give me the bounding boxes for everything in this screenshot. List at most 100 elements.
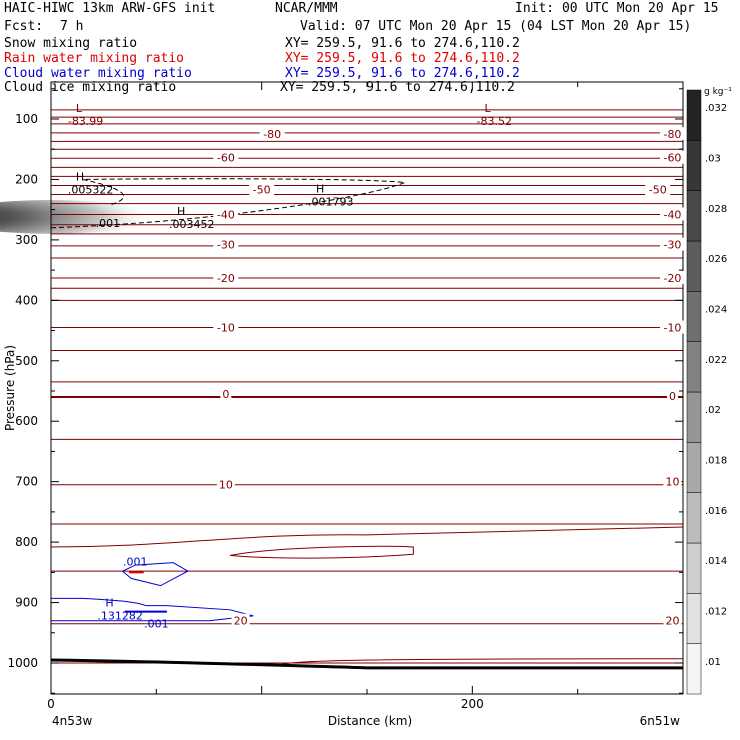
colorbar-segment xyxy=(686,542,702,594)
temperature-contour-label: -10 xyxy=(217,322,235,335)
temperature-contour-label: -50 xyxy=(253,184,271,197)
snow-contour xyxy=(50,178,406,229)
y-tick-label: 900 xyxy=(15,596,38,610)
colorbar-segment xyxy=(686,391,702,443)
contour-label-bg xyxy=(659,320,685,334)
y-tick-label: 1000 xyxy=(7,656,38,670)
y-tick-label: 100 xyxy=(15,112,38,126)
contour-label-bg xyxy=(213,320,239,334)
temperature-contour-label: 20 xyxy=(665,615,679,628)
contour-label-bg xyxy=(259,127,285,141)
colorbar-tick-label: .01 xyxy=(705,657,721,668)
extremum-value-label: -83.52 xyxy=(477,115,512,128)
temperature-contour-label: 10 xyxy=(219,479,233,492)
header-valid: Valid: 07 UTC Mon 20 Apr 15 (04 LST Mon … xyxy=(300,19,692,34)
rain-field-xy: XY= 259.5, 91.6 to 274.6,110.2 xyxy=(285,51,520,66)
contour-label-bg xyxy=(220,387,232,401)
contour-label-bg xyxy=(213,237,239,251)
temperature-contour xyxy=(276,658,684,667)
contour-label-bg xyxy=(659,150,685,164)
colorbar-segment xyxy=(686,89,702,141)
contour-label-bg xyxy=(659,207,685,221)
header-fcst-label: Fcst: xyxy=(4,19,44,34)
snow-shading xyxy=(0,200,157,234)
colorbar-segment xyxy=(686,593,702,644)
temperature-contour-label: -80 xyxy=(263,128,281,141)
snow-field-name: Snow mixing ratio xyxy=(4,36,138,51)
temperature-contour-label: -80 xyxy=(663,128,681,141)
colorbar-segment xyxy=(686,240,702,292)
temperature-contour xyxy=(50,526,684,548)
cloud-water-contour-label: .001 xyxy=(144,618,169,631)
temperature-contour-label: -10 xyxy=(663,322,681,335)
cloud-water-field-name: Cloud water mixing ratio xyxy=(4,66,192,81)
y-tick-label: 300 xyxy=(15,233,38,247)
colorbar-segment xyxy=(686,643,702,695)
x-tick-label: 200 xyxy=(461,697,484,711)
colorbar-tick-label: .018 xyxy=(705,456,727,467)
cloud-ice-field-name: Cloud ice mixing ratio xyxy=(4,80,177,95)
y-tick-label: 400 xyxy=(15,293,38,307)
terrain-boundary xyxy=(50,658,683,670)
colorbar-tick-label: .012 xyxy=(705,607,727,618)
contour-label-bg xyxy=(645,182,671,196)
header-center-title: NCAR/MMM xyxy=(275,1,338,16)
colorbar-tick-label: .02 xyxy=(705,405,721,416)
cloud-water-contour xyxy=(121,562,189,587)
extremum-value-label: .003452 xyxy=(169,218,215,231)
header-fcst-value: 7 h xyxy=(60,19,84,34)
x-start-label: 4n53w xyxy=(52,714,93,728)
colorbar-segment xyxy=(686,442,702,493)
extremum-value-label: .005322 xyxy=(68,183,114,196)
contour-label-bg xyxy=(213,207,239,221)
temperature-contour-label: -60 xyxy=(217,152,235,165)
colorbar-tick-label: .022 xyxy=(705,355,727,366)
cloud-water-contour xyxy=(51,597,254,622)
high-marker: H xyxy=(177,205,185,218)
temperature-contour-label: -30 xyxy=(663,239,681,252)
header-left-title: HAIC-HIWC 13km ARW-GFS init xyxy=(4,1,216,16)
x-axis-label: Distance (km) xyxy=(328,714,412,728)
cloud-water-field-xy: XY= 259.5, 91.6 to 274.6,110.2 xyxy=(285,66,520,81)
y-tick-label: 500 xyxy=(15,354,38,368)
y-tick-label: 800 xyxy=(15,535,38,549)
contour-label-bg xyxy=(659,237,685,251)
cloud-water-contour-label: .001 xyxy=(123,555,148,568)
contour-label-bg xyxy=(663,613,682,627)
extremum-value-label: -83.99 xyxy=(68,115,103,128)
colorbar-tick-label: .024 xyxy=(705,305,727,316)
y-tick-label: 200 xyxy=(15,172,38,186)
colorbar-tick-label: .028 xyxy=(705,204,727,215)
cloud-ice-field-xy: XY= 259.5, 91.6 to 274.6,110.2 xyxy=(280,80,515,95)
contour-label-bg xyxy=(231,613,250,627)
colorbar-segment xyxy=(686,140,702,191)
high-marker: H xyxy=(316,183,324,196)
rain-field-name: Rain water mixing ratio xyxy=(4,51,185,66)
temperature-contour-label: 10 xyxy=(665,476,679,489)
low-marker: L xyxy=(76,102,83,115)
colorbar-segment xyxy=(686,341,702,393)
temperature-contour-label: -20 xyxy=(663,272,681,285)
colorbar-tick-label: .016 xyxy=(705,506,727,517)
temperature-contour-label: 0 xyxy=(669,390,676,403)
x-end-label: 6n51w xyxy=(640,714,681,728)
plot-frame xyxy=(50,81,684,695)
snow-contour-label: .001 xyxy=(96,217,121,230)
extremum-value-label: .131282 xyxy=(97,610,143,623)
x-tick-label: 0 xyxy=(47,697,55,711)
colorbar-tick-label: .032 xyxy=(705,103,727,114)
contour-label-bg xyxy=(249,182,275,196)
colorbar-tick-label: .014 xyxy=(705,556,727,567)
header-init: Init: 00 UTC Mon 20 Apr 15 xyxy=(515,1,719,16)
colorbar-segment xyxy=(686,190,702,242)
contour-label-bg xyxy=(659,127,685,141)
temperature-contour-label: -20 xyxy=(217,272,235,285)
colorbar-segment xyxy=(686,492,702,544)
temperature-contour-label: 0 xyxy=(222,388,229,401)
y-axis-label: Pressure (hPa) xyxy=(3,345,17,431)
contour-label-bg xyxy=(659,270,685,284)
contour-label-bg xyxy=(663,474,682,488)
snow-field-xy: XY= 259.5, 91.6 to 274.6,110.2 xyxy=(285,36,520,51)
temperature-contour-label: -30 xyxy=(217,239,235,252)
